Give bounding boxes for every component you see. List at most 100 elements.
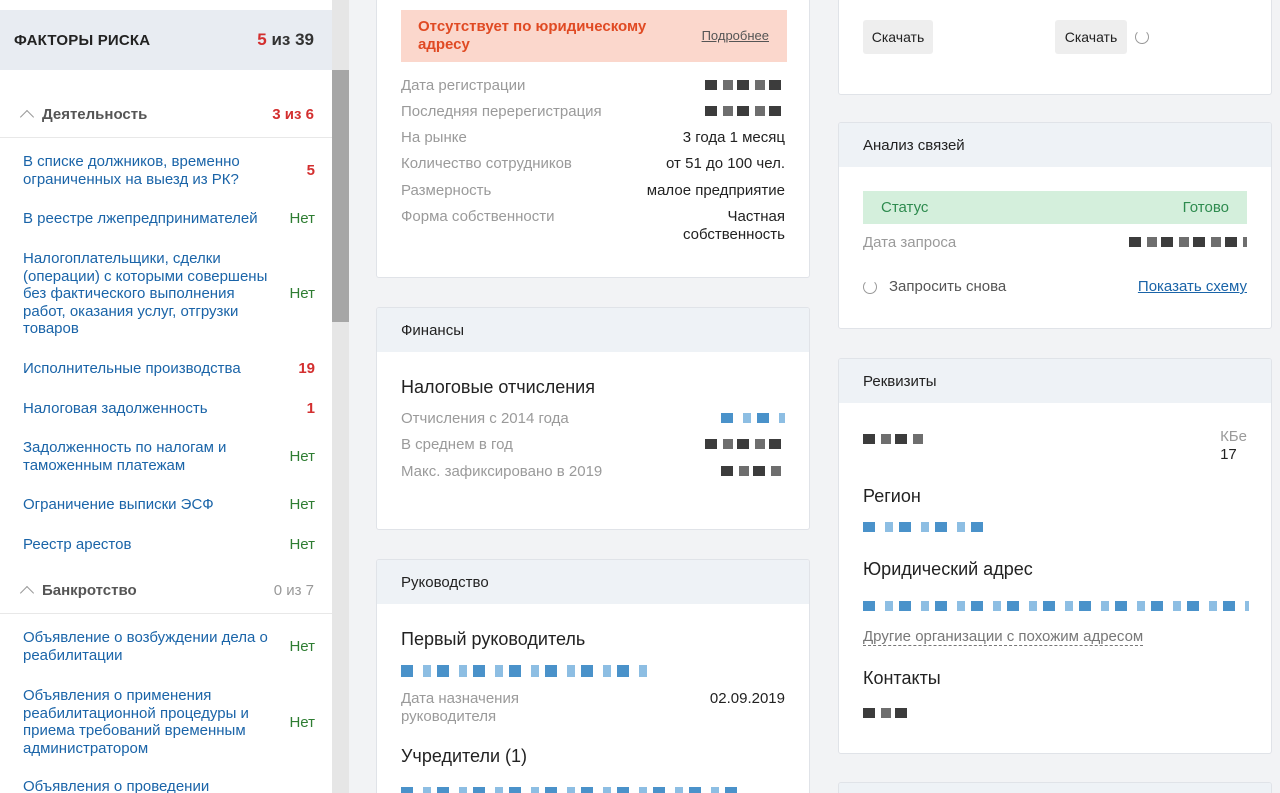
risk-item-label[interactable]: Налоговая задолженность xyxy=(23,400,208,417)
risk-item-label[interactable]: Исполнительные производства xyxy=(23,360,241,377)
risk-item-value: Нет xyxy=(289,496,315,514)
status-value: Готово xyxy=(1182,199,1229,216)
contacts-heading: Контакты xyxy=(863,668,941,688)
risk-item-label[interactable]: В списке должников, временно ограниченны… xyxy=(23,153,240,188)
status-label: Статус xyxy=(881,199,929,216)
chevron-up-icon xyxy=(19,585,35,601)
contacts-redacted xyxy=(863,705,911,723)
info-row: Дата регистрации xyxy=(401,77,785,95)
info-label: Количество сотрудников xyxy=(401,155,572,172)
founders-heading: Учредители (1) xyxy=(401,746,528,766)
risk-factors-count: 5 из 39 xyxy=(257,30,314,49)
risk-item[interactable]: Ограничение выписки ЭСФ Нет xyxy=(23,496,315,514)
section-bankruptcy[interactable]: Банкротство 0 из 7 xyxy=(0,568,332,614)
address-alert: Отсутствует по юридическому адресу Подро… xyxy=(401,10,787,62)
risk-item-label[interactable]: Ограничение выписки ЭСФ xyxy=(23,496,214,513)
finance-value-redacted xyxy=(721,463,785,481)
retry-label[interactable]: Запросить снова xyxy=(889,278,1007,295)
similar-address-link[interactable]: Другие организации с похожим адресом xyxy=(863,628,1144,646)
finance-row: Отчисления с 2014 года xyxy=(401,410,785,428)
section-label: Банкротство xyxy=(42,582,137,599)
info-row: Последняя перерегистрация xyxy=(401,103,785,121)
link-analysis-card: Анализ связей Статус Готово Дата запроса… xyxy=(838,122,1272,329)
appointment-label: Дата назначения руководителя xyxy=(401,690,519,725)
risk-item-value: 5 xyxy=(306,162,315,179)
legal-address-redacted xyxy=(863,598,1249,616)
manager-name-redacted[interactable] xyxy=(401,664,653,682)
kbe-block: КБе 17 xyxy=(1220,428,1247,463)
section-activity[interactable]: Деятельность 3 из 6 xyxy=(0,92,332,138)
retry-action[interactable]: Запросить снова xyxy=(863,278,1006,296)
head-manager-heading: Первый руководитель xyxy=(401,629,586,649)
info-label: Размерность xyxy=(401,182,492,199)
finance-label: Макс. зафиксировано в 2019 xyxy=(401,463,603,480)
kbe-value: 17 xyxy=(1220,445,1237,463)
finance-row: В среднем в год xyxy=(401,436,785,454)
section-count: 3 из 6 xyxy=(272,106,314,123)
risk-item-label[interactable]: В реестре лжепредпринимателей xyxy=(23,210,258,227)
info-value: малое предприятие xyxy=(646,182,785,199)
download-button[interactable]: Скачать xyxy=(1055,20,1127,54)
risk-item-value: Нет xyxy=(289,638,315,655)
section-label: Деятельность xyxy=(42,106,148,123)
section-count: 0 из 7 xyxy=(273,582,314,599)
risk-item[interactable]: Объявление о возбуждении дела о реабилит… xyxy=(23,629,315,664)
risk-item-value: Нет xyxy=(289,285,315,303)
risk-item-label[interactable]: Объявления о проведении xyxy=(23,778,210,793)
request-date-label: Дата запроса xyxy=(863,234,957,251)
risk-item-label[interactable]: Объявления о применения реабилитационной… xyxy=(23,687,249,757)
founder-name-redacted[interactable] xyxy=(401,784,741,793)
download-button[interactable]: Скачать xyxy=(863,20,933,54)
tax-payments-heading: Налоговые отчисления xyxy=(401,377,595,397)
show-scheme-link[interactable]: Показать схему xyxy=(1137,278,1247,295)
status-bar: Статус Готово xyxy=(863,191,1247,224)
risk-item-label[interactable]: Реестр арестов xyxy=(23,536,132,553)
risk-item[interactable]: Налоговая задолженность 1 xyxy=(23,400,315,418)
risk-item-label[interactable]: Задолженность по налогам и таможенным пл… xyxy=(23,439,227,474)
sidebar-scrollbar-thumb[interactable] xyxy=(332,70,349,322)
finance-label: Отчисления с 2014 года xyxy=(401,410,569,427)
finance-label: В среднем в год xyxy=(401,436,513,453)
risk-item[interactable]: Объявления о применения реабилитационной… xyxy=(23,687,315,757)
risk-item[interactable]: Объявления о проведении xyxy=(23,778,315,793)
risk-item-label[interactable]: Объявление о возбуждении дела о реабилит… xyxy=(23,629,268,664)
info-value: 3 года 1 месяц xyxy=(682,129,785,146)
reregistration-date-redacted xyxy=(705,103,785,121)
link-analysis-title: Анализ связей xyxy=(839,123,1271,167)
next-card-header xyxy=(839,783,1271,793)
appointment-row: Дата назначения руководителя 02.09.2019 xyxy=(401,690,785,725)
info-label: Дата регистрации xyxy=(401,77,526,94)
downloads-card: Скачать Скачать xyxy=(838,0,1272,95)
alert-more-link[interactable]: Подробнее xyxy=(701,28,769,43)
risk-item[interactable]: Исполнительные производства 19 xyxy=(23,360,315,378)
finance-value-redacted xyxy=(705,436,785,454)
requisites-title: Реквизиты xyxy=(839,359,1271,403)
appointment-date: 02.09.2019 xyxy=(709,690,785,707)
risk-item[interactable]: Налогоплательщики, сделки (операции) с к… xyxy=(23,250,315,338)
info-row: Количество сотрудников от 51 до 100 чел. xyxy=(401,155,785,173)
risk-item-value: Нет xyxy=(289,448,315,465)
bin-redacted xyxy=(863,431,927,449)
risk-item[interactable]: В списке должников, временно ограниченны… xyxy=(23,153,315,188)
risk-item[interactable]: Реестр арестов Нет xyxy=(23,536,315,554)
refresh-icon[interactable] xyxy=(1135,30,1149,44)
risk-item-value: Нет xyxy=(289,536,315,554)
risk-item[interactable]: В реестре лжепредпринимателей Нет xyxy=(23,210,315,228)
company-info-card: Отсутствует по юридическому адресу Подро… xyxy=(376,0,810,278)
chevron-up-icon xyxy=(19,109,35,125)
management-card-title: Руководство xyxy=(377,560,809,604)
info-label: Последняя перерегистрация xyxy=(401,103,602,120)
info-value: от 51 до 100 чел. xyxy=(666,155,785,172)
info-row: Форма собственности Частная собственност… xyxy=(401,208,785,243)
risk-item-value: 1 xyxy=(306,400,315,418)
info-value: Частная собственность xyxy=(682,208,785,243)
finance-row: Макс. зафиксировано в 2019 xyxy=(401,463,785,481)
legal-address-heading: Юридический адрес xyxy=(863,559,1033,579)
risk-factors-panel: ФАКТОРЫ РИСКА 5 из 39 Деятельность 3 из … xyxy=(0,0,332,793)
requisites-card: Реквизиты КБе 17 Регион Юридический адре… xyxy=(838,358,1272,754)
region-value-redacted xyxy=(863,519,983,537)
risk-item-label[interactable]: Налогоплательщики, сделки (операции) с к… xyxy=(23,250,268,337)
request-date-redacted xyxy=(1129,234,1247,252)
risk-factors-title: ФАКТОРЫ РИСКА xyxy=(14,31,151,49)
risk-item[interactable]: Задолженность по налогам и таможенным пл… xyxy=(23,439,315,474)
